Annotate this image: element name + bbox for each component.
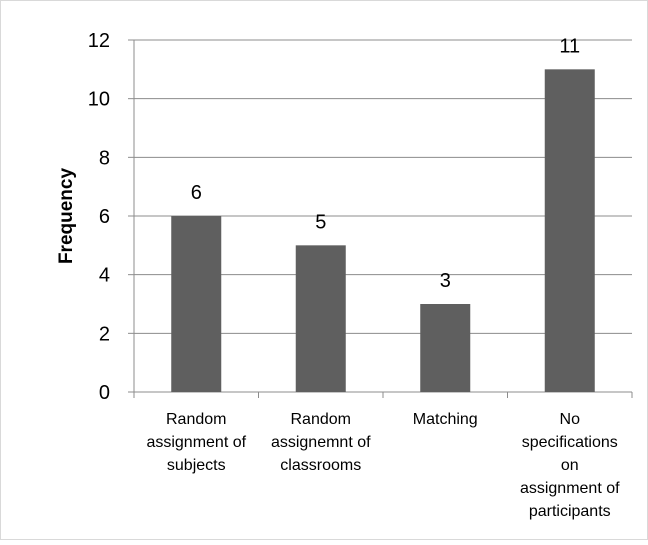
x-tick-label: participants xyxy=(529,503,611,520)
x-tick-label: Matching xyxy=(413,411,478,428)
data-label-3: 3 xyxy=(440,270,451,292)
x-tick-label: No xyxy=(560,411,581,428)
y-tick-label: 0 xyxy=(99,382,110,404)
y-tick-label: 10 xyxy=(88,89,110,111)
bar-2 xyxy=(295,245,346,392)
x-tick-label: specifications xyxy=(522,434,618,451)
x-tick-label: on xyxy=(561,457,579,474)
x-tick-label: assignment of xyxy=(520,480,620,497)
bar-4 xyxy=(544,69,595,392)
data-labels: 6 5 3 11 xyxy=(191,35,580,292)
y-tick-label: 6 xyxy=(99,206,110,228)
y-tick-label: 4 xyxy=(99,265,110,287)
y-axis-label: Frequency xyxy=(56,168,77,265)
bars xyxy=(171,69,595,392)
data-label-2: 5 xyxy=(315,211,326,233)
x-tick-label: classrooms xyxy=(280,457,361,474)
bar-1 xyxy=(171,216,222,392)
x-tick-label: assignment of xyxy=(146,434,246,451)
x-tick-label: subjects xyxy=(167,457,226,474)
y-tick-label: 8 xyxy=(99,147,110,169)
x-tick-label: Random xyxy=(166,411,226,428)
x-tick-labels: Random assignment of subjects Random assigne… xyxy=(146,411,620,520)
y-tick-label: 12 xyxy=(88,30,110,52)
x-tick-label: Random xyxy=(291,411,351,428)
y-tick-label: 2 xyxy=(99,323,110,345)
data-label-4: 11 xyxy=(559,35,580,57)
data-label-1: 6 xyxy=(191,182,202,204)
y-tick-labels: 0 2 4 6 8 10 12 xyxy=(88,30,110,404)
x-tick-label: assignemnt of xyxy=(271,434,371,451)
bar-3 xyxy=(420,304,471,392)
